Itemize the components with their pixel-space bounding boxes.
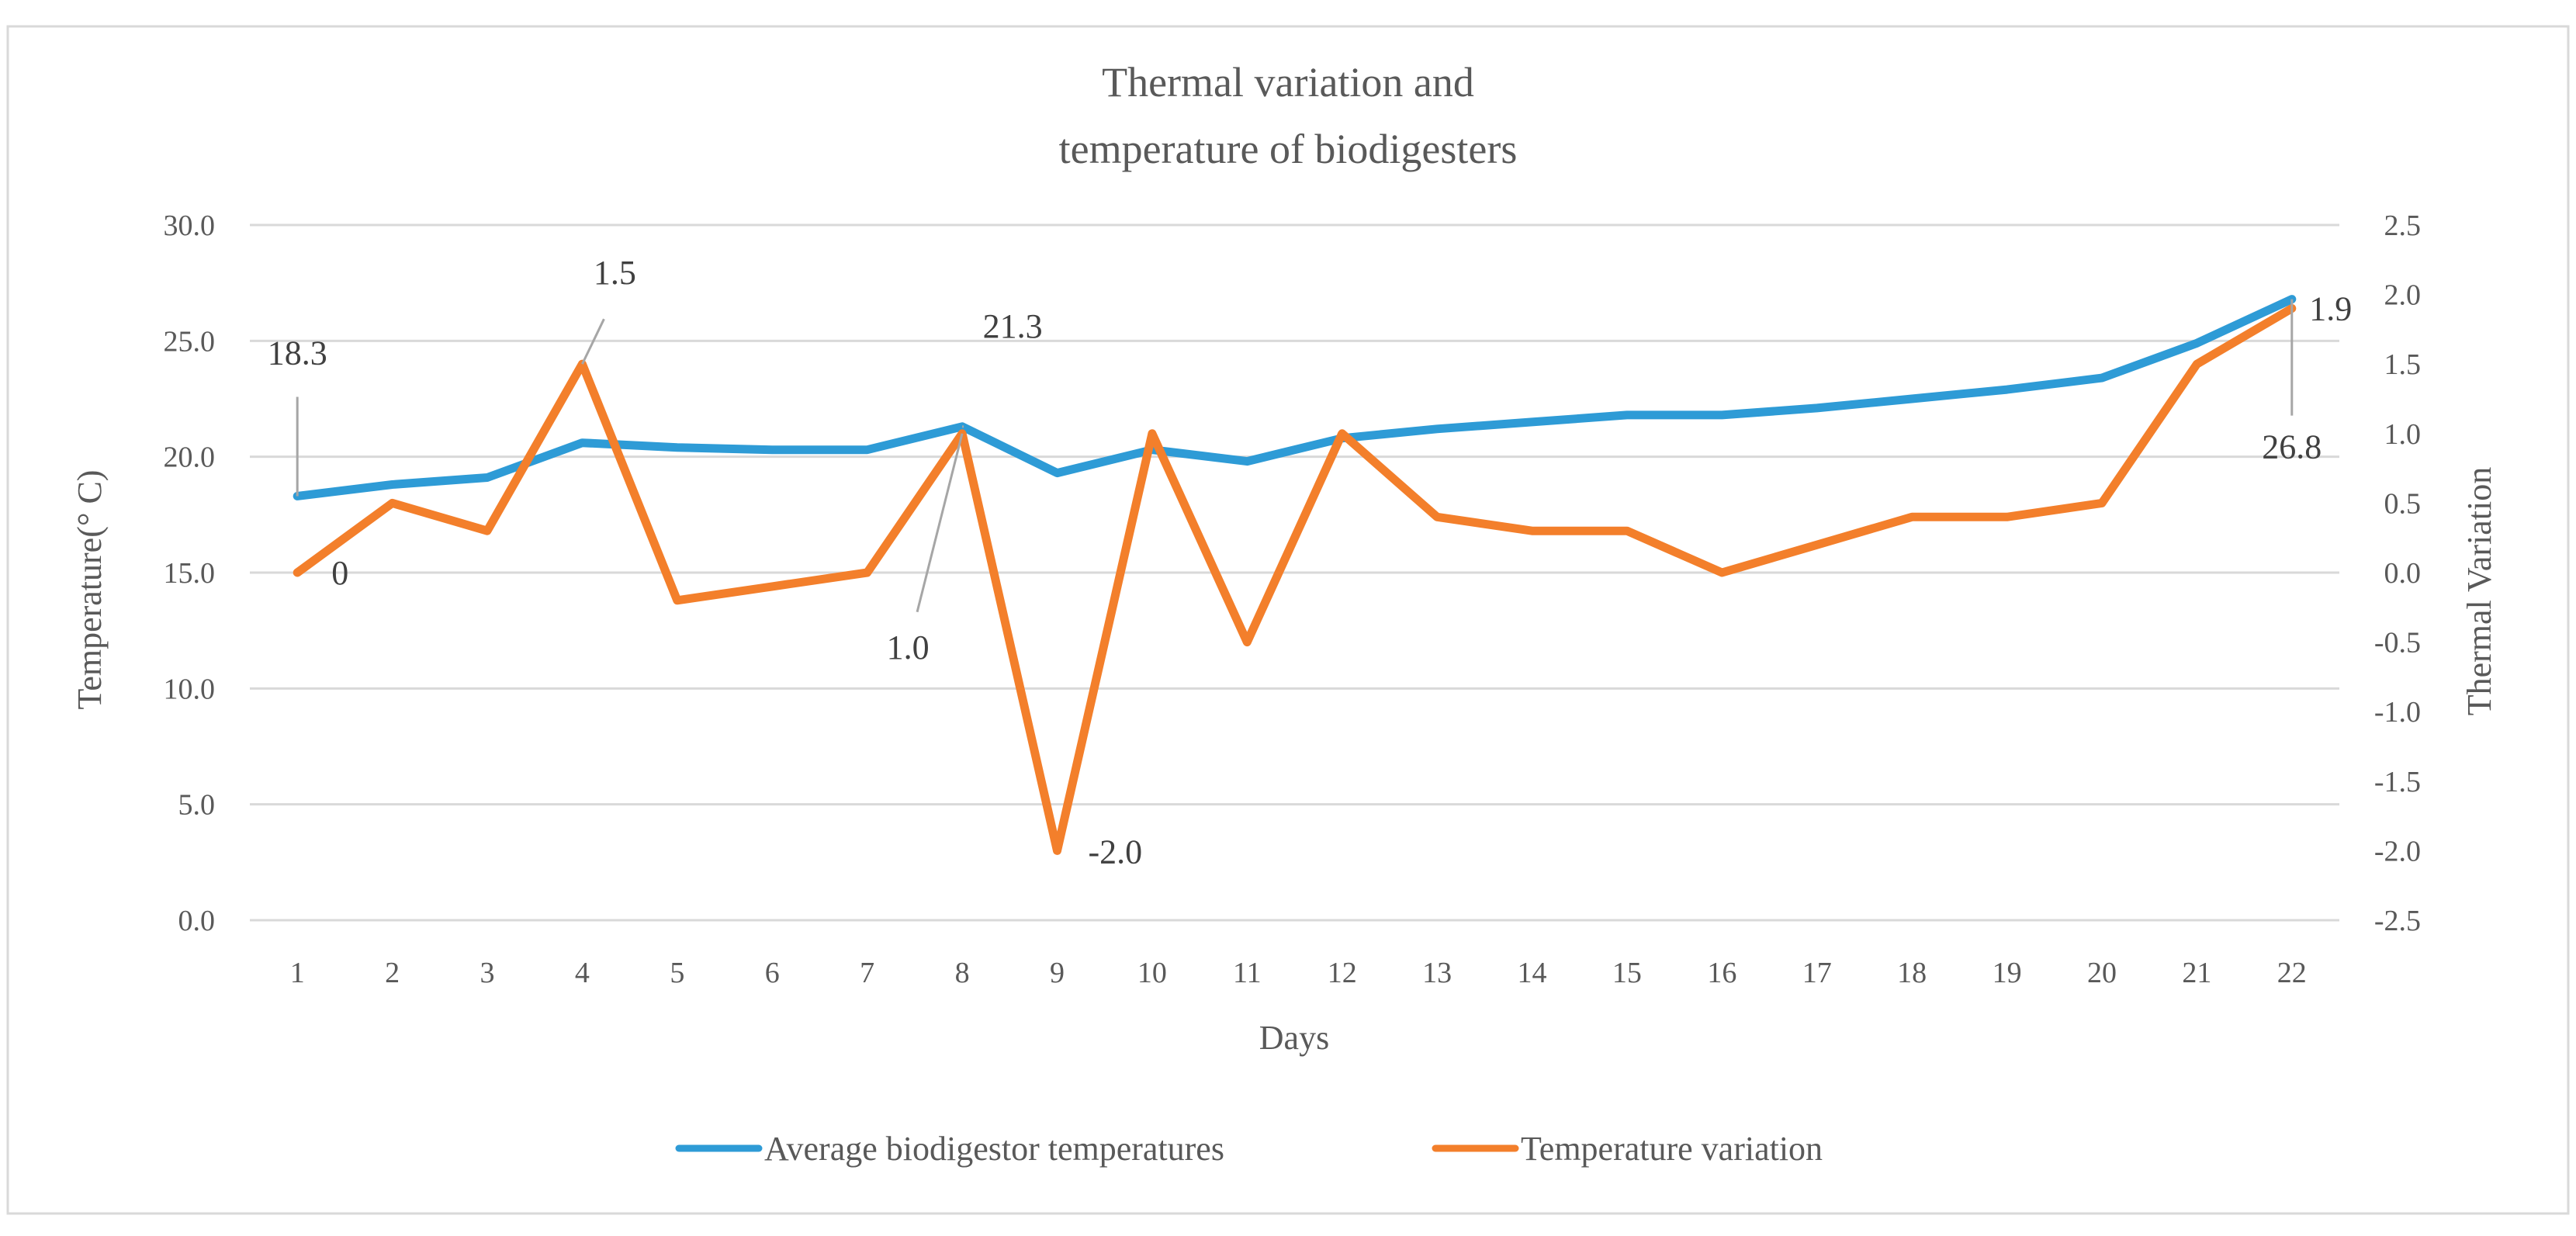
chart-title-line-2: temperature of biodigesters <box>1059 126 1518 172</box>
point-temperature-variation <box>1436 516 1438 518</box>
point-temperature-variation <box>1911 516 1913 518</box>
x-tick-label: 11 <box>1233 957 1262 989</box>
x-tick-label: 10 <box>1137 957 1167 989</box>
gridlines <box>250 223 2339 922</box>
point-average-temperature <box>1816 407 1818 409</box>
right-tick-label: 2.0 <box>2384 279 2422 312</box>
x-tick-label: 8 <box>955 957 970 989</box>
data-label: 18.3 <box>268 334 327 372</box>
left-tick-label: 10.0 <box>164 673 216 705</box>
data-label: 21.3 <box>983 307 1043 345</box>
right-axis-title: Thermal Variation <box>2460 467 2498 716</box>
x-tick-label: 16 <box>1707 957 1736 989</box>
x-tick-label: 15 <box>1612 957 1642 989</box>
right-tick-label: -0.5 <box>2374 627 2421 660</box>
point-average-temperature <box>486 477 488 479</box>
point-temperature-variation <box>2101 502 2103 504</box>
point-temperature-variation <box>1151 433 1153 435</box>
left-tick-label: 0.0 <box>178 905 216 937</box>
right-tick-label: -2.5 <box>2374 905 2421 937</box>
point-average-temperature <box>392 484 393 486</box>
right-tick-label: -1.0 <box>2374 696 2421 729</box>
data-labels: 18.3 0 1.5 21.3 1.0 -2.0 1.9 26.8 <box>268 254 2353 871</box>
left-tick-label: 15.0 <box>164 557 216 590</box>
right-tick-label: 0.5 <box>2384 487 2422 520</box>
x-tick-label: 14 <box>1518 957 1547 989</box>
x-tick-label: 3 <box>480 957 495 989</box>
point-average-temperature <box>1436 428 1438 430</box>
data-label: 1.0 <box>887 628 930 666</box>
x-tick-label: 2 <box>385 957 400 989</box>
series-line-average-temperatures <box>293 295 2297 500</box>
series-lines <box>293 295 2297 855</box>
point-temperature-variation <box>1056 850 1058 851</box>
data-label: 26.8 <box>2262 428 2322 466</box>
left-tick-label: 25.0 <box>164 325 216 358</box>
right-tick-label: -1.5 <box>2374 766 2421 798</box>
x-tick-label: 9 <box>1050 957 1065 989</box>
point-average-temperature <box>1626 414 1628 416</box>
point-average-temperature <box>1721 414 1723 416</box>
legend: Average biodigestor temperatures Tempera… <box>675 1130 1823 1168</box>
right-tick-label: 2.5 <box>2384 209 2422 242</box>
x-tick-label: 19 <box>1993 957 2022 989</box>
leader-line <box>581 318 605 365</box>
chart-title-line-1: Thermal variation and <box>1102 59 1474 106</box>
left-axis-ticks: 0.0 5.0 10.0 15.0 20.0 25.0 30.0 <box>164 209 216 937</box>
left-axis-title: Temperature(° C) <box>71 470 109 710</box>
data-label: 0 <box>331 554 348 592</box>
point-average-temperature <box>581 442 583 444</box>
point-average-temperature <box>771 449 773 451</box>
x-tick-label: 18 <box>1897 957 1927 989</box>
point-temperature-variation <box>392 502 393 504</box>
legend-label-temperature-variation: Temperature variation <box>1521 1130 1823 1168</box>
x-tick-label: 22 <box>2277 957 2307 989</box>
series-line-temperature-variation <box>293 304 2297 855</box>
x-tick-label: 17 <box>1802 957 1832 989</box>
data-label: 1.5 <box>594 254 636 292</box>
x-tick-label: 21 <box>2182 957 2211 989</box>
right-tick-label: 1.0 <box>2384 418 2422 451</box>
right-axis-ticks: -2.5 -2.0 -1.5 -1.0 -0.5 0.0 0.5 1.0 1.5 2.0 2.5 <box>2374 209 2421 937</box>
leader-line <box>916 433 964 613</box>
point-average-temperature <box>2006 389 2008 390</box>
left-tick-label: 30.0 <box>164 209 216 242</box>
point-temperature-variation <box>771 586 773 587</box>
point-average-temperature <box>2101 377 2103 379</box>
right-tick-label: -2.0 <box>2374 835 2421 867</box>
x-tick-label: 6 <box>765 957 780 989</box>
data-label: 1.9 <box>2309 290 2352 328</box>
x-axis-title: Days <box>1259 1019 1329 1057</box>
right-tick-label: 0.0 <box>2384 557 2422 590</box>
left-tick-label: 5.0 <box>178 789 216 822</box>
point-average-temperature <box>1911 398 1913 400</box>
data-label: -2.0 <box>1088 833 1142 871</box>
x-tick-label: 12 <box>1328 957 1357 989</box>
x-axis-ticks: 1 2 3 4 5 6 7 8 9 10 11 12 13 14 15 16 17 18 19 20 21 22 <box>290 957 2307 989</box>
left-tick-label: 20.0 <box>164 441 216 474</box>
legend-label-average-temperatures: Average biodigestor temperatures <box>764 1130 1224 1168</box>
x-tick-label: 1 <box>290 957 305 989</box>
x-tick-label: 20 <box>2087 957 2117 989</box>
point-temperature-variation <box>2006 516 2008 518</box>
right-tick-label: 1.5 <box>2384 348 2422 381</box>
x-tick-label: 4 <box>575 957 590 989</box>
point-average-temperature <box>1246 461 1248 462</box>
x-tick-label: 7 <box>860 957 874 989</box>
x-tick-label: 13 <box>1422 957 1452 989</box>
x-tick-label: 5 <box>670 957 684 989</box>
